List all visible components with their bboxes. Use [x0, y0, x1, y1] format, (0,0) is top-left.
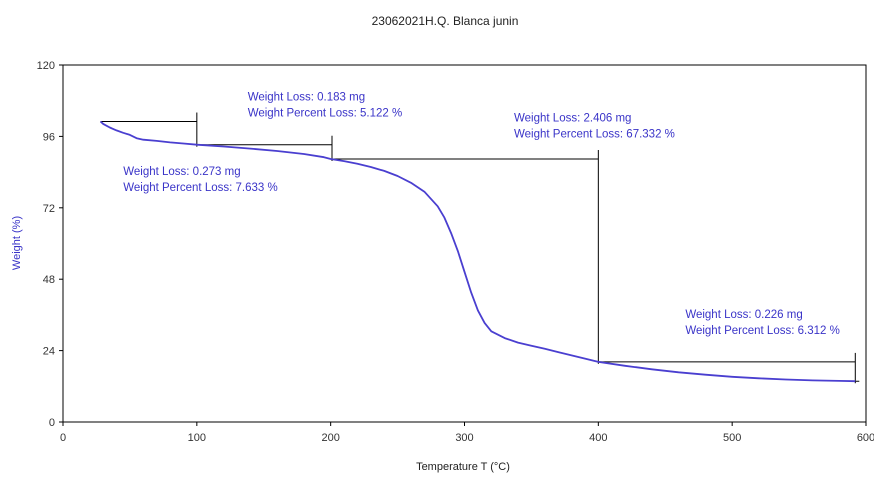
- x-tick-label: 300: [455, 432, 473, 444]
- x-tick-label: 600: [857, 432, 874, 444]
- x-tick-label: 400: [589, 432, 607, 444]
- annotation-weight-percent-loss: Weight Percent Loss: 6.312 %: [685, 325, 840, 337]
- annotation-weight-percent-loss: Weight Percent Loss: 5.122 %: [248, 108, 403, 120]
- y-tick-label: 120: [37, 60, 55, 72]
- y-tick-label: 96: [43, 131, 55, 143]
- annotation-weight-loss: Weight Loss: 0.183 mg: [248, 92, 365, 104]
- step-marker: [332, 150, 603, 364]
- annotation-weight-percent-loss: Weight Percent Loss: 7.633 %: [123, 182, 278, 194]
- annotations: Weight Loss: 0.273 mg Weight Percent Loss…: [123, 92, 840, 337]
- annotation-weight-loss: Weight Loss: 2.406 mg: [514, 113, 631, 125]
- x-tick-label: 100: [188, 432, 206, 444]
- step-marker: [196, 135, 337, 162]
- series-layer: [99, 120, 856, 383]
- y-axis-label: Weight (%): [11, 216, 23, 270]
- plot-frame: [62, 64, 867, 423]
- step-marker: [598, 352, 860, 384]
- step-markers: [100, 112, 860, 384]
- y-tick-label: 0: [49, 417, 55, 429]
- annotation-weight-loss: Weight Loss: 0.226 mg: [685, 309, 802, 321]
- annotation-weight-loss: Weight Loss: 0.273 mg: [123, 166, 240, 178]
- weight-curve: [99, 120, 856, 383]
- x-tick-label: 200: [321, 432, 339, 444]
- chart-title: 23062021H.Q. Blanca junin: [372, 14, 519, 28]
- axis-ticks: 0 100 200 300 400 500 600 0 24 48 72 96 120: [37, 60, 874, 444]
- annotation-weight-percent-loss: Weight Percent Loss: 67.332 %: [514, 129, 675, 141]
- y-tick-label: 24: [43, 346, 55, 358]
- y-tick-label: 48: [43, 274, 55, 286]
- y-tick-label: 72: [43, 203, 55, 215]
- x-tick-label: 500: [723, 432, 741, 444]
- x-axis-label: Temperature T (°C): [416, 461, 510, 473]
- x-tick-label: 0: [60, 432, 66, 444]
